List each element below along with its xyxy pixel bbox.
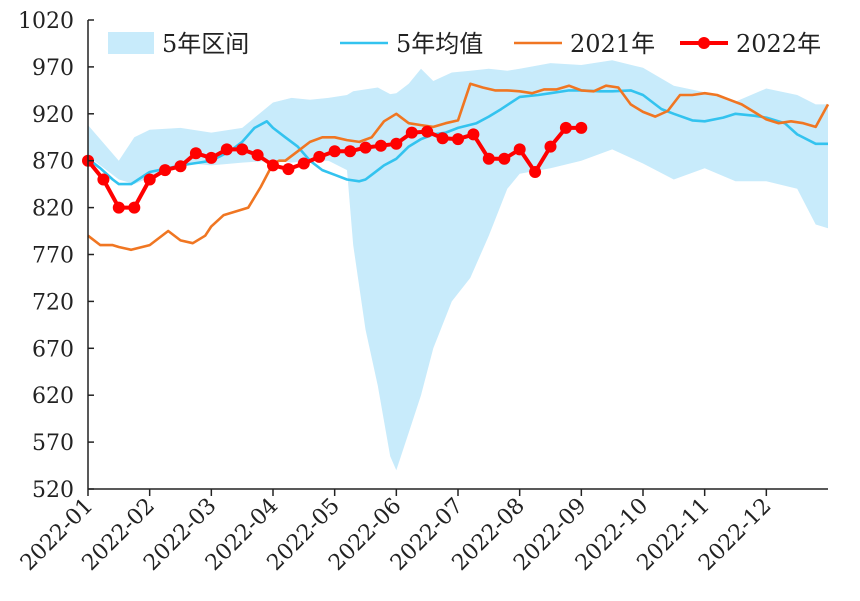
series-layer	[82, 82, 830, 252]
y-tick-label: 520	[32, 478, 74, 503]
data-point	[529, 166, 542, 178]
data-point	[359, 141, 372, 154]
data-point	[467, 128, 480, 141]
legend: 5年区间 5年均值 2021年 2022年	[108, 30, 821, 58]
data-point	[436, 132, 449, 145]
data-point	[328, 145, 341, 158]
data-point	[498, 152, 511, 165]
data-point	[482, 152, 495, 165]
legend-swatch-marker	[698, 37, 710, 49]
y-tick-label: 570	[32, 431, 74, 456]
data-point	[143, 173, 156, 186]
range-band-area	[88, 60, 828, 471]
data-point	[421, 125, 434, 138]
data-point	[344, 145, 357, 158]
band-layer	[88, 60, 828, 471]
data-point	[251, 149, 264, 162]
data-point	[267, 159, 279, 172]
legend-label: 5年均值	[396, 30, 483, 58]
legend-label: 5年区间	[162, 30, 249, 58]
data-point	[313, 150, 326, 163]
series-line-1	[87, 82, 830, 252]
y-tick-label: 720	[32, 290, 74, 315]
y-tick-label: 670	[32, 337, 74, 362]
data-point	[559, 121, 572, 134]
data-point	[112, 201, 125, 214]
data-point	[205, 151, 218, 164]
y-tick-label: 770	[32, 244, 74, 269]
data-point	[513, 143, 526, 156]
y-tick-label: 970	[32, 56, 74, 81]
data-point	[297, 157, 310, 170]
data-point	[159, 164, 172, 177]
y-tick-label: 820	[32, 197, 74, 222]
data-point	[544, 140, 557, 153]
legend-swatch-band	[108, 32, 154, 54]
data-point	[220, 143, 233, 156]
y-tick-label: 870	[32, 150, 74, 175]
data-point	[575, 121, 588, 134]
data-point	[189, 147, 202, 160]
data-point	[128, 201, 141, 214]
data-point	[174, 160, 187, 173]
data-point	[374, 139, 387, 152]
legend-label: 2022年	[736, 30, 821, 58]
data-point	[405, 126, 418, 139]
data-point	[282, 163, 295, 176]
y-tick-label: 620	[32, 384, 74, 409]
y-tick-label: 1020	[18, 9, 74, 34]
data-point	[452, 133, 464, 146]
legend-label: 2021年	[570, 30, 655, 58]
y-tick-label: 920	[32, 103, 74, 128]
data-point	[97, 173, 110, 186]
data-point	[236, 143, 249, 156]
data-point	[390, 137, 403, 150]
